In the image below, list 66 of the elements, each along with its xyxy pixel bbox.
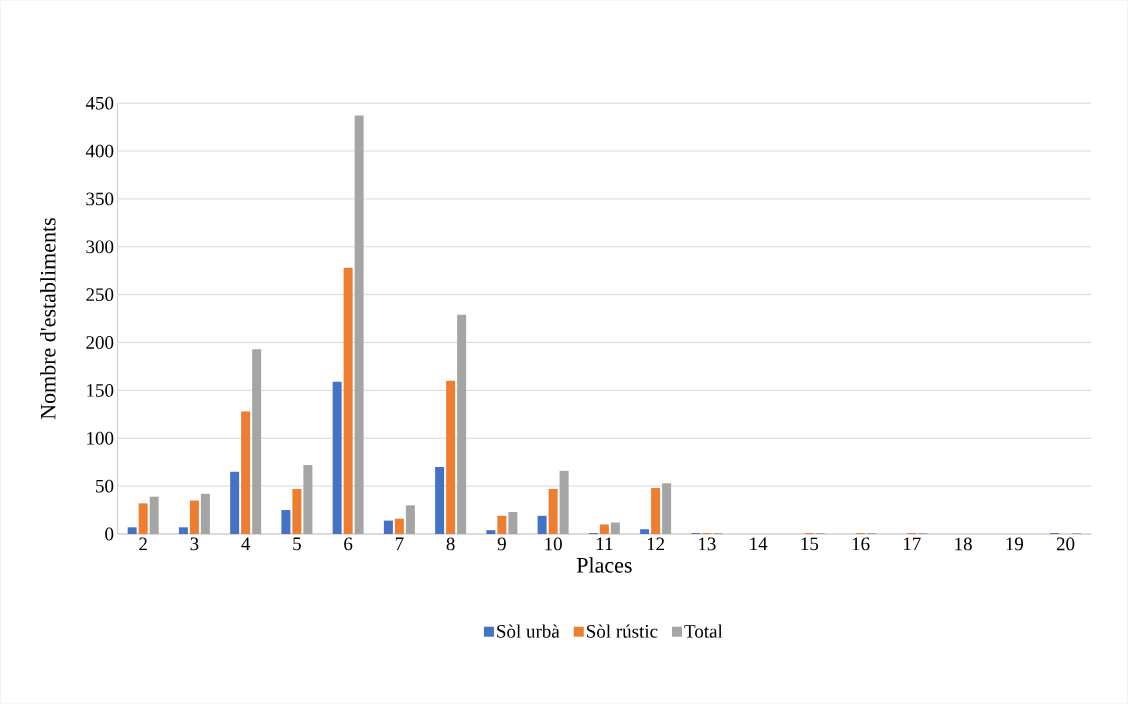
bar	[548, 488, 558, 534]
bar	[127, 527, 137, 534]
x-tick-label: 2	[139, 537, 147, 551]
x-tick-label: 12	[647, 537, 665, 551]
bar	[651, 487, 661, 534]
bar	[508, 511, 518, 534]
bar	[610, 522, 620, 534]
bar	[178, 527, 188, 534]
bar	[640, 529, 650, 534]
x-tick-label: 18	[955, 537, 972, 551]
bar	[394, 518, 404, 534]
x-tick-label: 17	[903, 537, 921, 551]
bar	[252, 349, 262, 534]
y-tick-label: 100	[87, 431, 114, 445]
x-tick-label: 7	[395, 537, 404, 550]
bar	[241, 411, 251, 534]
x-tick-label: 8	[446, 537, 455, 551]
legend-label: Sòl urbà	[497, 624, 560, 638]
x-tick-label: 20	[1056, 537, 1075, 551]
y-axis-title: Nombre d'establiments	[40, 218, 56, 420]
bar	[497, 515, 507, 534]
y-tick-label: 50	[96, 479, 114, 493]
x-tick-label: 13	[699, 537, 716, 551]
x-tick-label: 19	[1006, 537, 1024, 551]
bar	[230, 471, 240, 534]
x-tick-label: 5	[293, 537, 301, 551]
x-tick-label: 3	[190, 537, 199, 551]
y-tick-label: 350	[86, 192, 114, 206]
bar	[281, 510, 291, 534]
y-tick-label: 150	[87, 383, 114, 397]
x-tick-label: 14	[750, 537, 768, 551]
x-tick-label: 9	[497, 537, 506, 551]
bar	[200, 493, 210, 534]
bar	[292, 488, 302, 534]
bar	[332, 381, 342, 534]
x-tick-label: 6	[344, 537, 353, 551]
x-tick-label: 16	[852, 537, 870, 551]
bar	[383, 520, 393, 534]
x-tick-label: 15	[801, 537, 819, 551]
y-tick-label: 200	[86, 336, 114, 349]
bar	[599, 524, 609, 534]
bar	[189, 500, 199, 534]
legend-label: Sòl rústic	[587, 624, 658, 638]
y-tick-label: 300	[86, 240, 114, 254]
bar	[138, 503, 148, 534]
bar	[343, 267, 353, 534]
y-tick-label: 450	[85, 96, 114, 110]
bar	[149, 496, 159, 534]
y-tick-label: 400	[85, 144, 114, 158]
bar	[662, 483, 672, 534]
x-tick-label: 10	[545, 537, 562, 551]
bar	[303, 465, 313, 534]
bar	[435, 466, 445, 534]
bar	[486, 530, 496, 534]
y-tick-label: 0	[105, 527, 114, 541]
y-tick-label: 250	[86, 288, 114, 301]
bar	[537, 515, 547, 534]
bar	[405, 505, 415, 534]
legend-label: Total	[684, 624, 723, 638]
bar	[559, 470, 569, 534]
x-tick-label: 4	[241, 537, 251, 550]
bar	[354, 115, 364, 534]
x-tick-label: 11	[596, 537, 613, 551]
x-axis-title: Places	[576, 557, 632, 573]
bar	[446, 380, 456, 534]
bar	[457, 314, 467, 534]
